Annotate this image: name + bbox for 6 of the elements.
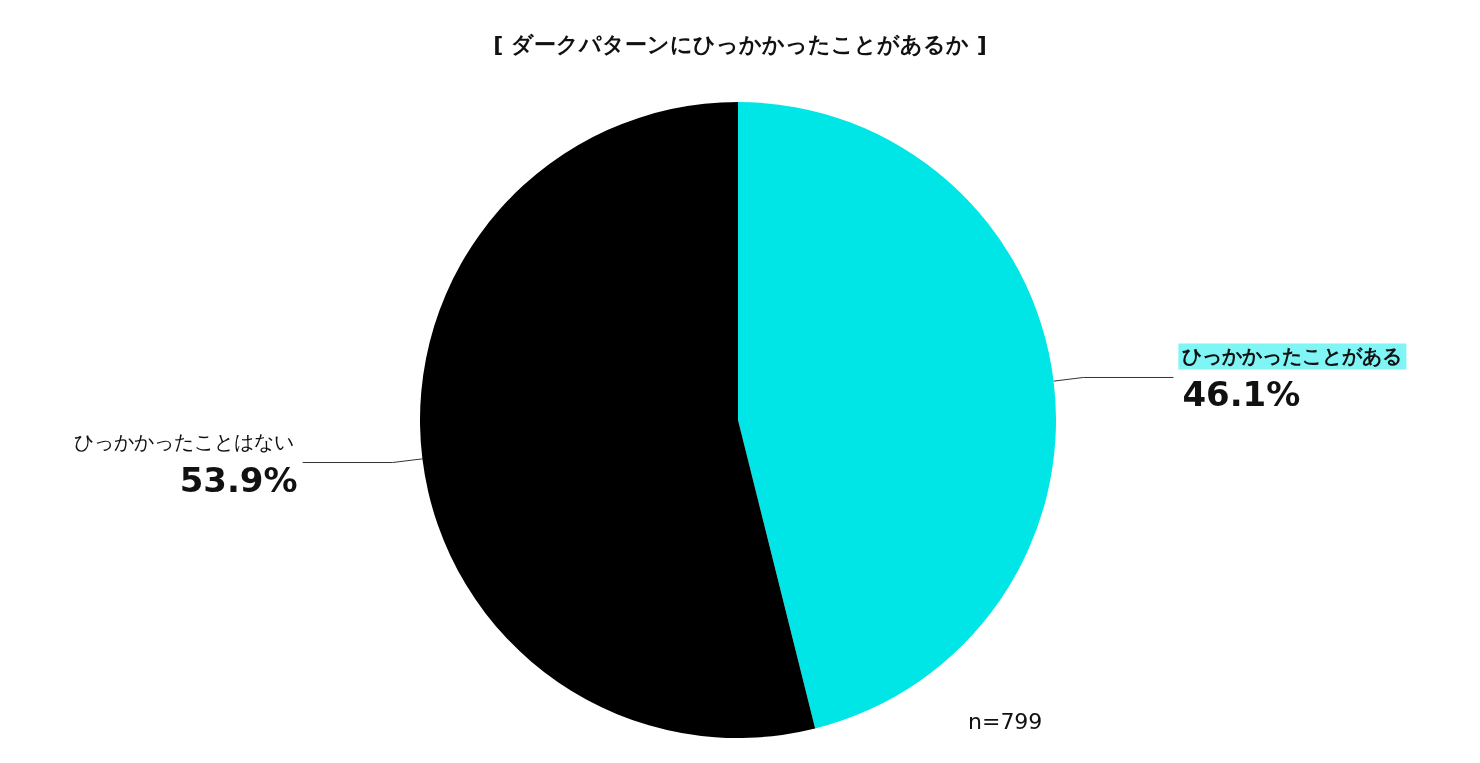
data-label: 46.1% <box>1182 374 1301 415</box>
text: n=799 <box>968 708 1043 734</box>
slice-label: ひっかかったことがある <box>1182 344 1403 369</box>
slice-label: ひっかかったことはない <box>73 429 294 454</box>
data-label: 53.9% <box>179 459 298 500</box>
chart-title: [ ダークパターンにひっかかったことがあるか ] <box>493 31 987 57</box>
